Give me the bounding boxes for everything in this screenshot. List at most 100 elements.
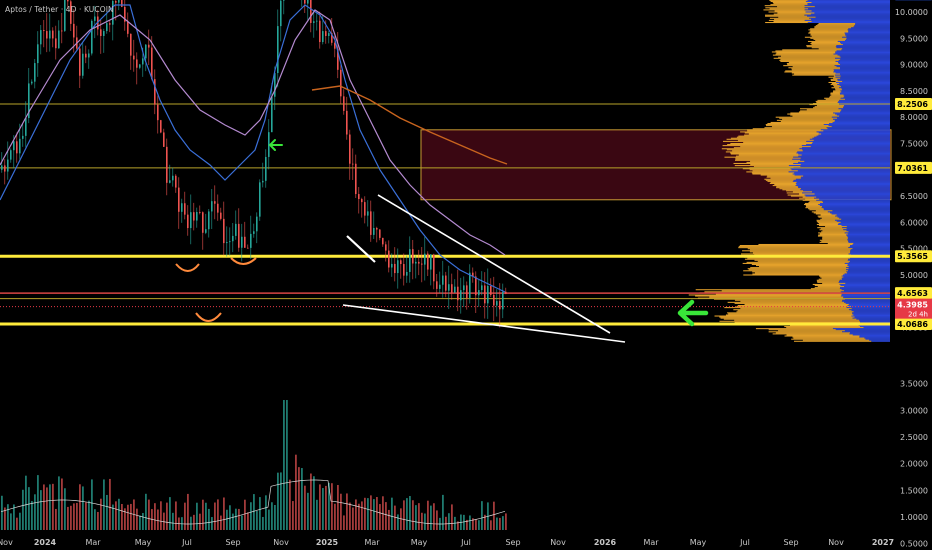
- price-badge-label: 4.6563: [897, 289, 928, 298]
- vp-bar-blue: [840, 68, 890, 70]
- vp-bar-gold: [780, 120, 835, 122]
- vp-bar-blue: [809, 138, 890, 140]
- candle-body: [271, 96, 273, 133]
- vp-bar-blue: [819, 205, 890, 207]
- volume-bar: [472, 518, 474, 530]
- vp-bar-blue: [810, 146, 890, 148]
- vp-bar-gold: [772, 333, 850, 335]
- candle-body: [109, 23, 111, 25]
- vp-bar-gold: [738, 135, 817, 137]
- volume-bar: [286, 400, 288, 530]
- volume-bar: [28, 487, 30, 530]
- vp-bar-blue: [835, 52, 890, 54]
- vp-bar-gold: [786, 190, 804, 192]
- volume-bar: [103, 479, 105, 530]
- vp-bar-blue: [832, 328, 890, 330]
- candle-body: [157, 104, 159, 121]
- vp-bar-blue: [835, 215, 890, 217]
- volume-bar: [319, 484, 321, 530]
- vp-bar-blue: [840, 295, 890, 297]
- candle-body: [394, 263, 396, 274]
- candle-body: [475, 276, 477, 296]
- vp-bar-gold: [799, 197, 815, 199]
- candle-body: [433, 254, 435, 282]
- vp-bar-gold: [750, 160, 805, 162]
- volume-bar: [340, 493, 342, 530]
- vp-bar-blue: [823, 201, 890, 203]
- price-badge-bg: [895, 317, 932, 330]
- vp-bar-blue: [840, 41, 890, 44]
- vp-bar-blue: [840, 111, 890, 113]
- vp-bar-gold: [747, 130, 824, 132]
- vp-bar-gold: [802, 199, 817, 201]
- candle-body: [307, 0, 309, 4]
- vp-bar-gold: [754, 272, 848, 274]
- vp-bar-gold: [808, 201, 824, 203]
- vp-bar-blue: [835, 113, 890, 115]
- vp-bar-gold: [695, 295, 841, 297]
- vp-bar-blue: [842, 36, 890, 38]
- vp-bar-gold: [822, 282, 846, 284]
- price-badge: 4.6563: [895, 287, 932, 300]
- volume-bar: [301, 468, 303, 530]
- volume-bar: [400, 508, 402, 530]
- vp-bar-gold: [833, 86, 842, 88]
- vp-bar-gold: [806, 46, 836, 48]
- vp-bar-gold: [787, 113, 836, 115]
- vp-bar-blue: [845, 282, 890, 284]
- vp-bar-blue: [842, 48, 890, 50]
- vp-bar-gold: [695, 289, 842, 291]
- candle-body: [340, 69, 342, 97]
- vp-bar-blue: [839, 283, 890, 285]
- vp-bar-blue: [840, 90, 890, 92]
- vp-bar-blue: [847, 304, 890, 307]
- vp-bar-gold: [769, 17, 810, 19]
- vp-bar-blue: [794, 174, 890, 176]
- volume-bar: [391, 497, 393, 530]
- vp-bar-gold: [709, 296, 844, 298]
- vp-bar-gold: [740, 131, 817, 133]
- candle-body: [352, 163, 354, 165]
- vp-bar-blue: [836, 47, 890, 49]
- vp-bar-gold: [792, 74, 836, 76]
- vp-bar-blue: [844, 262, 890, 264]
- vp-bar-blue: [805, 0, 890, 3]
- vp-bar-gold: [697, 297, 844, 299]
- vp-bar-gold: [778, 56, 841, 58]
- candle-body: [16, 141, 18, 154]
- vp-bar-blue: [835, 60, 890, 62]
- candle-body: [70, 1, 72, 24]
- vp-bar-gold: [818, 225, 842, 227]
- candle-body: [415, 261, 417, 264]
- candle-body: [469, 272, 471, 298]
- vp-bar-blue: [823, 130, 890, 132]
- vp-bar-blue: [848, 31, 890, 33]
- vp-bar-gold: [722, 145, 802, 147]
- vp-bar-gold: [725, 314, 854, 316]
- volume-bar: [385, 502, 387, 530]
- vp-bar-blue: [858, 324, 890, 327]
- volume-bar: [349, 502, 351, 530]
- candle-body: [367, 211, 369, 216]
- vp-bar-gold: [719, 320, 860, 322]
- vp-bar-gold: [782, 49, 842, 51]
- candle-body: [331, 33, 333, 43]
- vp-bar-blue: [838, 59, 890, 61]
- volume-bar: [304, 485, 306, 530]
- time-tick-label: Jul: [460, 538, 471, 547]
- vp-bar-blue: [840, 73, 890, 75]
- volume-bar: [34, 494, 36, 530]
- time-tick-label: Sep: [505, 538, 520, 547]
- vp-bar-gold: [773, 57, 836, 59]
- vp-bar-gold: [752, 252, 851, 254]
- vp-bar-gold: [787, 64, 841, 66]
- vp-bar-blue: [795, 182, 890, 184]
- vp-bar-blue: [800, 157, 890, 159]
- volume-bar: [478, 520, 480, 530]
- vp-bar-blue: [844, 105, 890, 107]
- vp-bar-blue: [800, 176, 890, 178]
- vp-bar-gold: [830, 92, 840, 94]
- vp-bar-gold: [737, 139, 814, 141]
- vp-bar-gold: [820, 228, 847, 230]
